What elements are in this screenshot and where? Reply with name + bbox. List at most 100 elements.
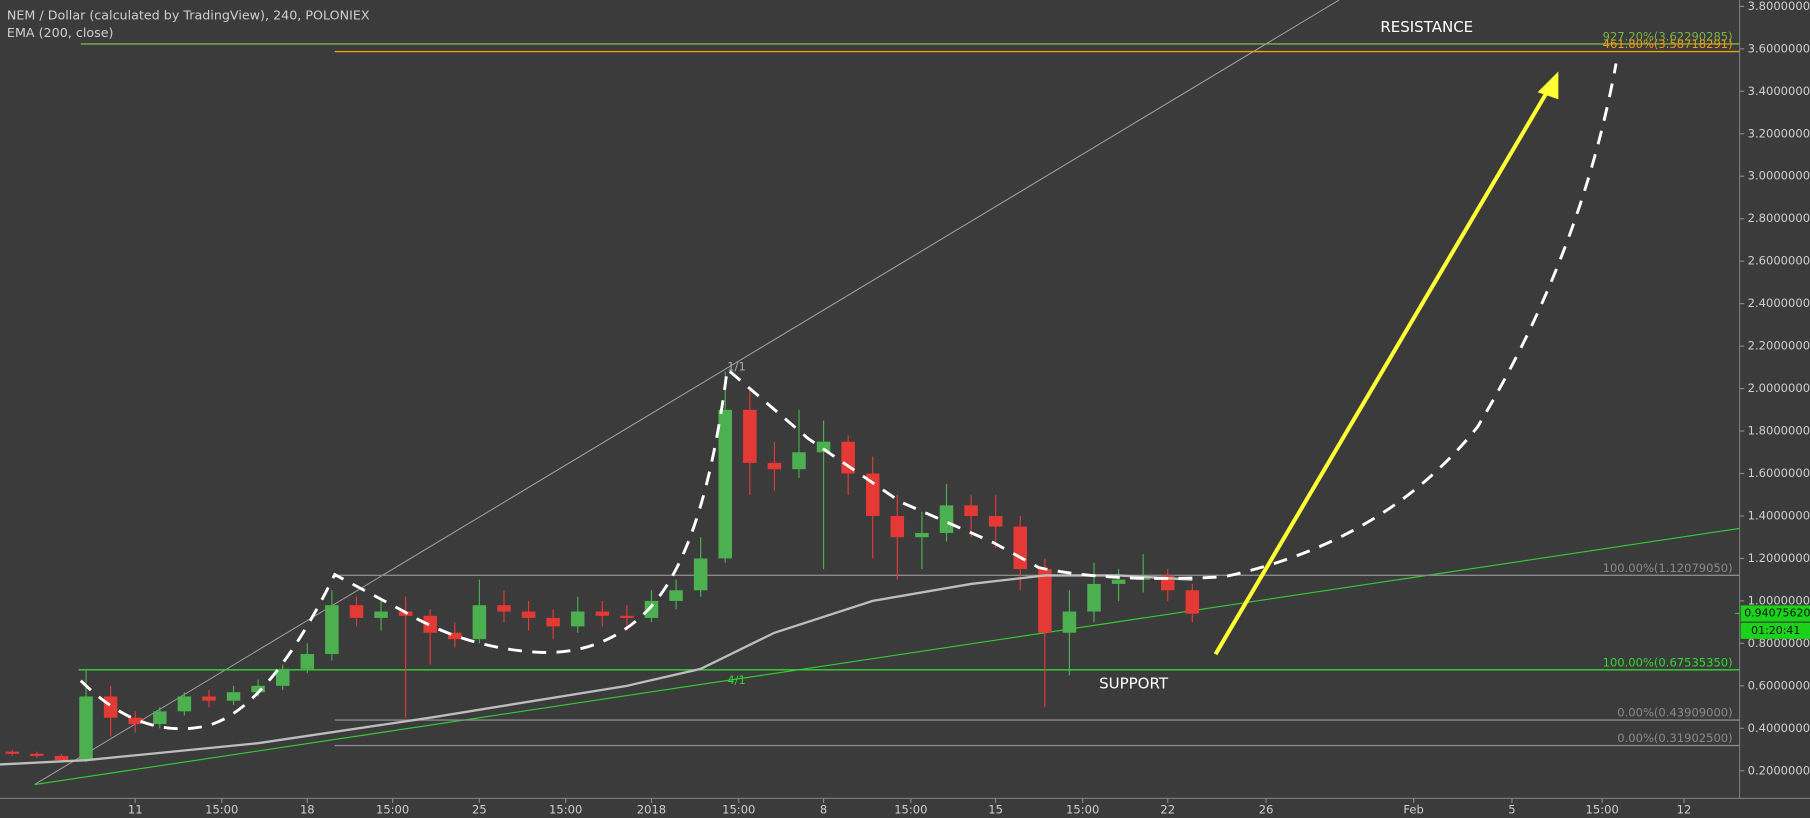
candle-body xyxy=(1062,611,1077,633)
annotation: RESISTANCE xyxy=(1380,18,1473,36)
y-tick-label: 1.00000000 xyxy=(1748,593,1810,607)
x-tick-label: 26 xyxy=(1259,802,1274,816)
candle-body xyxy=(177,696,192,712)
countdown-box xyxy=(1740,622,1810,639)
candle-body xyxy=(5,751,20,754)
x-tick-label: 18 xyxy=(300,802,315,816)
candle-body xyxy=(841,441,855,474)
annotation: 4/1 xyxy=(727,673,746,687)
candle-body xyxy=(669,590,683,601)
candle-body xyxy=(1038,569,1052,633)
candle-body xyxy=(521,611,536,618)
candle-body xyxy=(570,611,585,627)
candle-body xyxy=(890,515,905,538)
x-tick-label: 5 xyxy=(1508,802,1515,816)
x-tick-label: 15:00 xyxy=(722,802,755,816)
x-tick-label: 15:00 xyxy=(376,802,409,816)
last-price-label: 0.94075620 xyxy=(1744,606,1810,619)
candle-body xyxy=(226,692,241,701)
candle-body xyxy=(300,653,315,669)
x-tick-label: 8 xyxy=(820,802,827,816)
candle-body xyxy=(939,505,954,533)
candle-body xyxy=(767,462,782,470)
candle-body xyxy=(693,558,708,591)
candle-body xyxy=(472,605,487,640)
last-price-box xyxy=(1740,605,1810,622)
annotation: 1/1 xyxy=(727,359,746,373)
ema-line xyxy=(0,574,1193,766)
trendline xyxy=(34,527,1740,786)
x-tick-label: 15:00 xyxy=(1586,802,1619,816)
candle-body xyxy=(423,615,437,633)
y-tick-label: 1.80000000 xyxy=(1748,424,1810,438)
chart-title: NEM / Dollar (calculated by TradingView)… xyxy=(7,8,370,23)
x-tick-label: 12 xyxy=(1677,802,1692,816)
candle-body xyxy=(202,696,216,701)
level-label: 100.00%(1.12079050) xyxy=(1603,561,1733,575)
candle-body xyxy=(816,441,831,453)
trendline xyxy=(34,0,1340,785)
candle-body xyxy=(448,632,462,640)
candle-body xyxy=(103,696,118,718)
candle-body xyxy=(54,755,69,761)
candle-body xyxy=(644,600,659,618)
candle-body xyxy=(595,611,610,616)
arrow-head xyxy=(1537,71,1559,100)
candle-body xyxy=(620,615,634,618)
y-tick-label: 0.80000000 xyxy=(1748,636,1810,650)
level-label: 0.00%(0.31902500) xyxy=(1617,731,1732,745)
candle-body xyxy=(30,753,44,756)
x-tick-label: 22 xyxy=(1160,802,1175,816)
level-label: 100.00%(0.67535350) xyxy=(1603,655,1733,669)
candle-body xyxy=(128,717,142,725)
candle-body xyxy=(915,532,929,538)
annotation: SUPPORT xyxy=(1099,675,1169,693)
level-label: 927.20%(3.62290285) xyxy=(1603,30,1733,44)
x-tick-label: 15:00 xyxy=(549,802,582,816)
candle-body xyxy=(497,605,511,612)
x-tick-label: Feb xyxy=(1403,802,1423,816)
x-tick-label: 15:00 xyxy=(894,802,927,816)
candle-body xyxy=(374,611,388,618)
candle-body xyxy=(79,696,93,761)
candle-body xyxy=(1185,590,1200,614)
candle-body xyxy=(275,668,290,686)
candle-body xyxy=(349,605,364,618)
candle-body xyxy=(1087,583,1101,612)
y-tick-label: 2.80000000 xyxy=(1748,211,1810,225)
candle-body xyxy=(792,452,806,470)
x-tick-label: 11 xyxy=(128,802,143,816)
candle-body xyxy=(964,505,978,516)
level-label: 461.80%(3.58718291) xyxy=(1603,37,1733,51)
y-tick-label: 2.00000000 xyxy=(1748,381,1810,395)
candle-body xyxy=(546,617,560,627)
candle-body xyxy=(865,473,880,516)
candle-body xyxy=(988,515,1003,527)
candle-body xyxy=(1013,526,1028,570)
candle-body xyxy=(1111,579,1126,584)
arrow xyxy=(1213,85,1553,656)
candle-body xyxy=(325,605,339,654)
x-tick-label: 25 xyxy=(472,802,487,816)
y-tick-label: 3.00000000 xyxy=(1748,169,1810,183)
level-label: 0.00%(0.43909000) xyxy=(1617,706,1732,720)
projection-path xyxy=(79,63,1618,731)
candle-body xyxy=(251,685,265,693)
indicator-label: EMA (200, close) xyxy=(7,25,114,40)
candle-body xyxy=(153,711,167,725)
candle-body xyxy=(718,409,732,559)
countdown-label: 01:20:41 xyxy=(1751,624,1800,637)
